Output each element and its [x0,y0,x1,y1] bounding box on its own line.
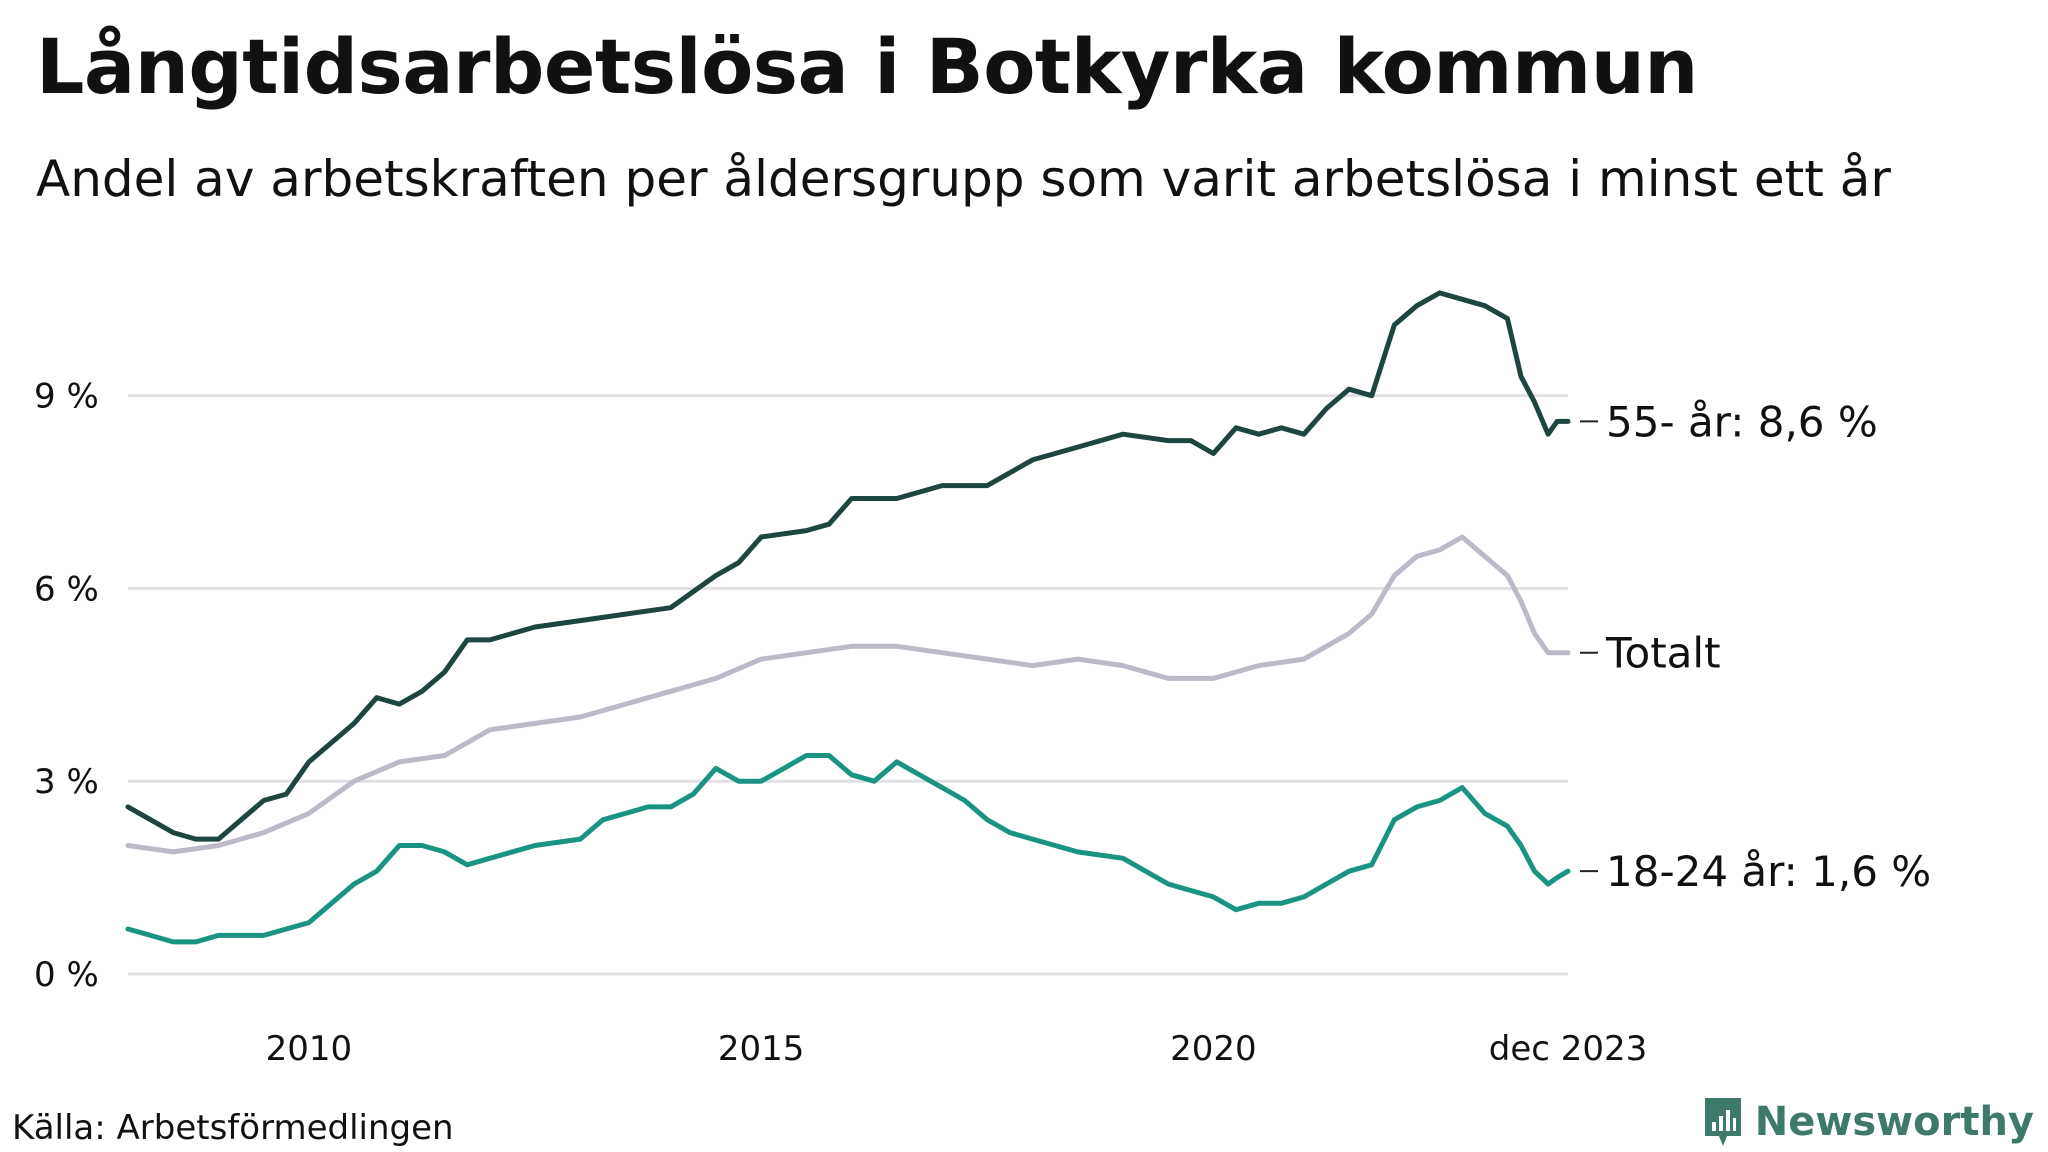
brand-name: Newsworthy [1754,1099,2034,1145]
series-end-label: 55- år: 8,6 % [1606,397,1878,446]
series-line-55-r [125,290,1571,842]
y-tick-label: 9 % [34,377,99,417]
series-end-label: 18-24 år: 1,6 % [1606,847,1931,896]
chart-subtitle: Andel av arbetskraften per åldersgrupp s… [36,150,1891,208]
x-tick-label: 2015 [718,1029,805,1069]
gridlines [128,394,1568,976]
y-tick-label: 3 % [34,762,99,802]
x-tick-label: 2020 [1170,1029,1257,1069]
source-note: Källa: Arbetsförmedlingen [12,1108,454,1148]
series-line-18-24-r [125,753,1571,945]
chart-title: Långtidsarbetslösa i Botkyrka kommun [36,22,1698,111]
x-axis-ticks: 2010 2015 2020 dec 2023 [266,1029,1648,1069]
brand-logo: Newsworthy [1703,1096,2034,1148]
newsworthy-logo-icon [1704,1098,1741,1146]
series-end-labels: 55- år: 8,6 % Totalt 18-24 år: 1,6 % [1580,397,1931,896]
y-axis-ticks: 0 % 3 % 6 % 9 % [34,377,99,995]
x-tick-label: dec 2023 [1489,1029,1648,1069]
y-tick-label: 6 % [34,569,99,609]
x-tick-label: 2010 [266,1029,353,1069]
series-line-totalt [125,534,1571,855]
series-lines [125,290,1571,945]
series-end-label: Totalt [1605,629,1721,678]
y-tick-label: 0 % [34,955,99,995]
